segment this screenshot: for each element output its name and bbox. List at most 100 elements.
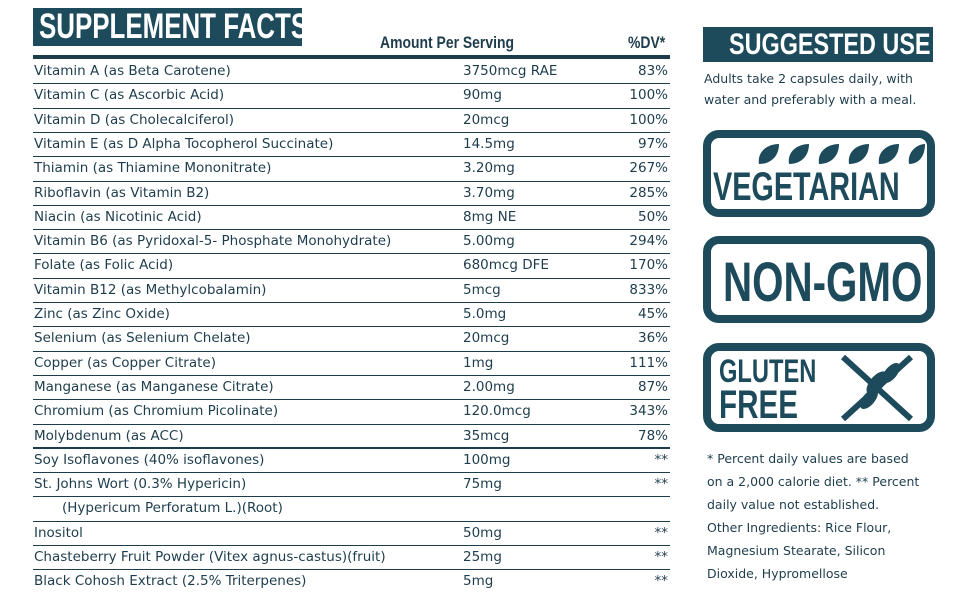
row-rule: [33, 302, 670, 303]
daily-value: **: [654, 573, 669, 590]
row-rule: [33, 107, 670, 109]
daily-value: 100%: [629, 111, 668, 128]
footnote-line: daily value not established.: [707, 497, 880, 512]
daily-value: 267%: [629, 160, 668, 177]
amount: 3.70mg: [463, 184, 515, 201]
daily-value: 285%: [629, 184, 668, 201]
daily-value: 833%: [629, 281, 668, 298]
row-rule: [33, 156, 670, 158]
nutrient-name: Folate (as Folic Acid): [34, 257, 174, 274]
amount: 5.00mg: [463, 233, 515, 250]
daily-value: **: [654, 524, 669, 541]
amount: 75mg: [463, 476, 502, 493]
amount: 3.20mg: [463, 160, 515, 177]
footnote-line: on a 2,000 calorie diet. ** Percent: [707, 474, 920, 489]
nutrient-name: Inositol: [34, 524, 83, 541]
nutrient-name: Copper (as Copper Citrate): [34, 354, 216, 371]
daily-value: 45%: [637, 306, 668, 322]
footnote-line: Other Ingredients: Rice Flour,: [707, 520, 892, 535]
daily-value: 50%: [637, 208, 668, 225]
amount: 20mcg: [463, 111, 510, 128]
nutrient-name: Vitamin B12 (as Methylcobalamin): [34, 281, 267, 298]
footnote-line: * Percent daily values are based: [707, 451, 909, 466]
amount: 8mg NE: [463, 208, 517, 225]
nutrient-name: Niacin (as Nicotinic Acid): [34, 208, 202, 225]
nutrient-name: Thiamin (as Thiamine Mononitrate): [34, 160, 272, 177]
nutrient-name: Chromium (as Chromium Picolinate): [34, 403, 279, 420]
amount: 25mg: [463, 549, 502, 565]
row-rule: [33, 423, 670, 425]
amount: 90mg: [463, 87, 502, 104]
daily-value: 83%: [637, 63, 668, 79]
header-amount: Amount Per Serving: [380, 33, 515, 52]
badge-text: VEGETARIAN: [713, 165, 900, 209]
nutrient-name: Vitamin C (as Ascorbic Acid): [34, 87, 225, 104]
gluten-free-badge: GLUTEN FREE: [703, 343, 935, 432]
header-rule: [33, 55, 670, 59]
row-rule: [33, 520, 670, 522]
daily-value: 36%: [637, 330, 668, 347]
nutrient-name: Vitamin D (as Cholecalciferol): [34, 111, 235, 128]
footnote-line: Magnesium Stearate, Silicon: [707, 543, 886, 558]
row-rule: [33, 180, 670, 182]
daily-value: **: [654, 476, 669, 493]
daily-value: **: [654, 451, 669, 468]
daily-value: 294%: [629, 233, 668, 250]
amount: 5mcg: [463, 281, 501, 298]
daily-value: 97%: [637, 135, 668, 152]
nutrient-name: (Hypericum Perforatum L.)(Root): [62, 500, 283, 517]
nutrient-name: Manganese (as Manganese Citrate): [34, 378, 274, 395]
row-rule: [33, 545, 670, 546]
nutrient-name: Selenium (as Selenium Chelate): [34, 330, 251, 347]
footnote-line: Dioxide, Hypromellose: [707, 566, 848, 581]
daily-value: 100%: [629, 87, 668, 104]
daily-value: 111%: [629, 354, 668, 371]
amount: 50mg: [463, 524, 502, 541]
daily-value: 343%: [629, 403, 668, 420]
suggested-title: SUGGESTED USE: [729, 28, 931, 61]
facts-title: SUPPLEMENT FACTS: [39, 7, 309, 46]
row-rule: [33, 446, 670, 450]
nutrient-name: Vitamin A (as Beta Carotene): [34, 63, 231, 79]
non-gmo-badge: NON-GMO: [703, 236, 935, 323]
row-rule: [33, 326, 670, 328]
daily-value: 170%: [629, 257, 668, 274]
suggested-line: Adults take 2 capsules daily, with: [704, 71, 913, 86]
nutrient-name: Chasteberry Fruit Powder (Vitex agnus-ca…: [34, 549, 386, 565]
nutrient-name: St. Johns Wort (0.3% Hypericin): [34, 476, 247, 493]
amount: 2.00mg: [463, 378, 515, 395]
row-rule: [33, 229, 670, 231]
row-rule: [33, 277, 670, 279]
row-rule: [33, 496, 670, 498]
vegetarian-badge: VEGETARIAN: [703, 130, 935, 217]
nutrient-name: Zinc (as Zinc Oxide): [34, 306, 170, 322]
leaves-icon: [758, 144, 925, 164]
row-rule: [33, 253, 670, 255]
row-rule: [33, 472, 670, 474]
row-rule: [33, 350, 670, 352]
amount: 5.0mg: [463, 306, 507, 322]
header-dv: %DV*: [628, 33, 666, 52]
amount: 35mcg: [463, 427, 510, 444]
row-rule: [33, 569, 670, 571]
badge-text: FREE: [719, 383, 798, 427]
row-rule: [33, 131, 670, 133]
row-rule: [33, 374, 670, 376]
row-rule: [33, 83, 670, 85]
nutrient-name: Riboflavin (as Vitamin B2): [34, 184, 210, 201]
amount: 1mg: [463, 354, 494, 371]
daily-value: 78%: [637, 427, 668, 444]
row-rule: [33, 204, 670, 206]
amount: 14.5mg: [463, 135, 515, 152]
amount: 120.0mcg: [463, 403, 531, 420]
badge-text: NON-GMO: [723, 250, 923, 313]
amount: 20mcg: [463, 330, 510, 347]
amount: 680mcg DFE: [463, 257, 549, 274]
badge-text: GLUTEN: [719, 353, 817, 389]
nutrient-name: Black Cohosh Extract (2.5% Triterpenes): [34, 573, 307, 590]
amount: 3750mcg RAE: [463, 63, 558, 79]
nutrient-name: Molybdenum (as ACC): [34, 427, 184, 444]
no-wheat-icon: [840, 354, 914, 422]
amount: 5mg: [463, 573, 494, 590]
